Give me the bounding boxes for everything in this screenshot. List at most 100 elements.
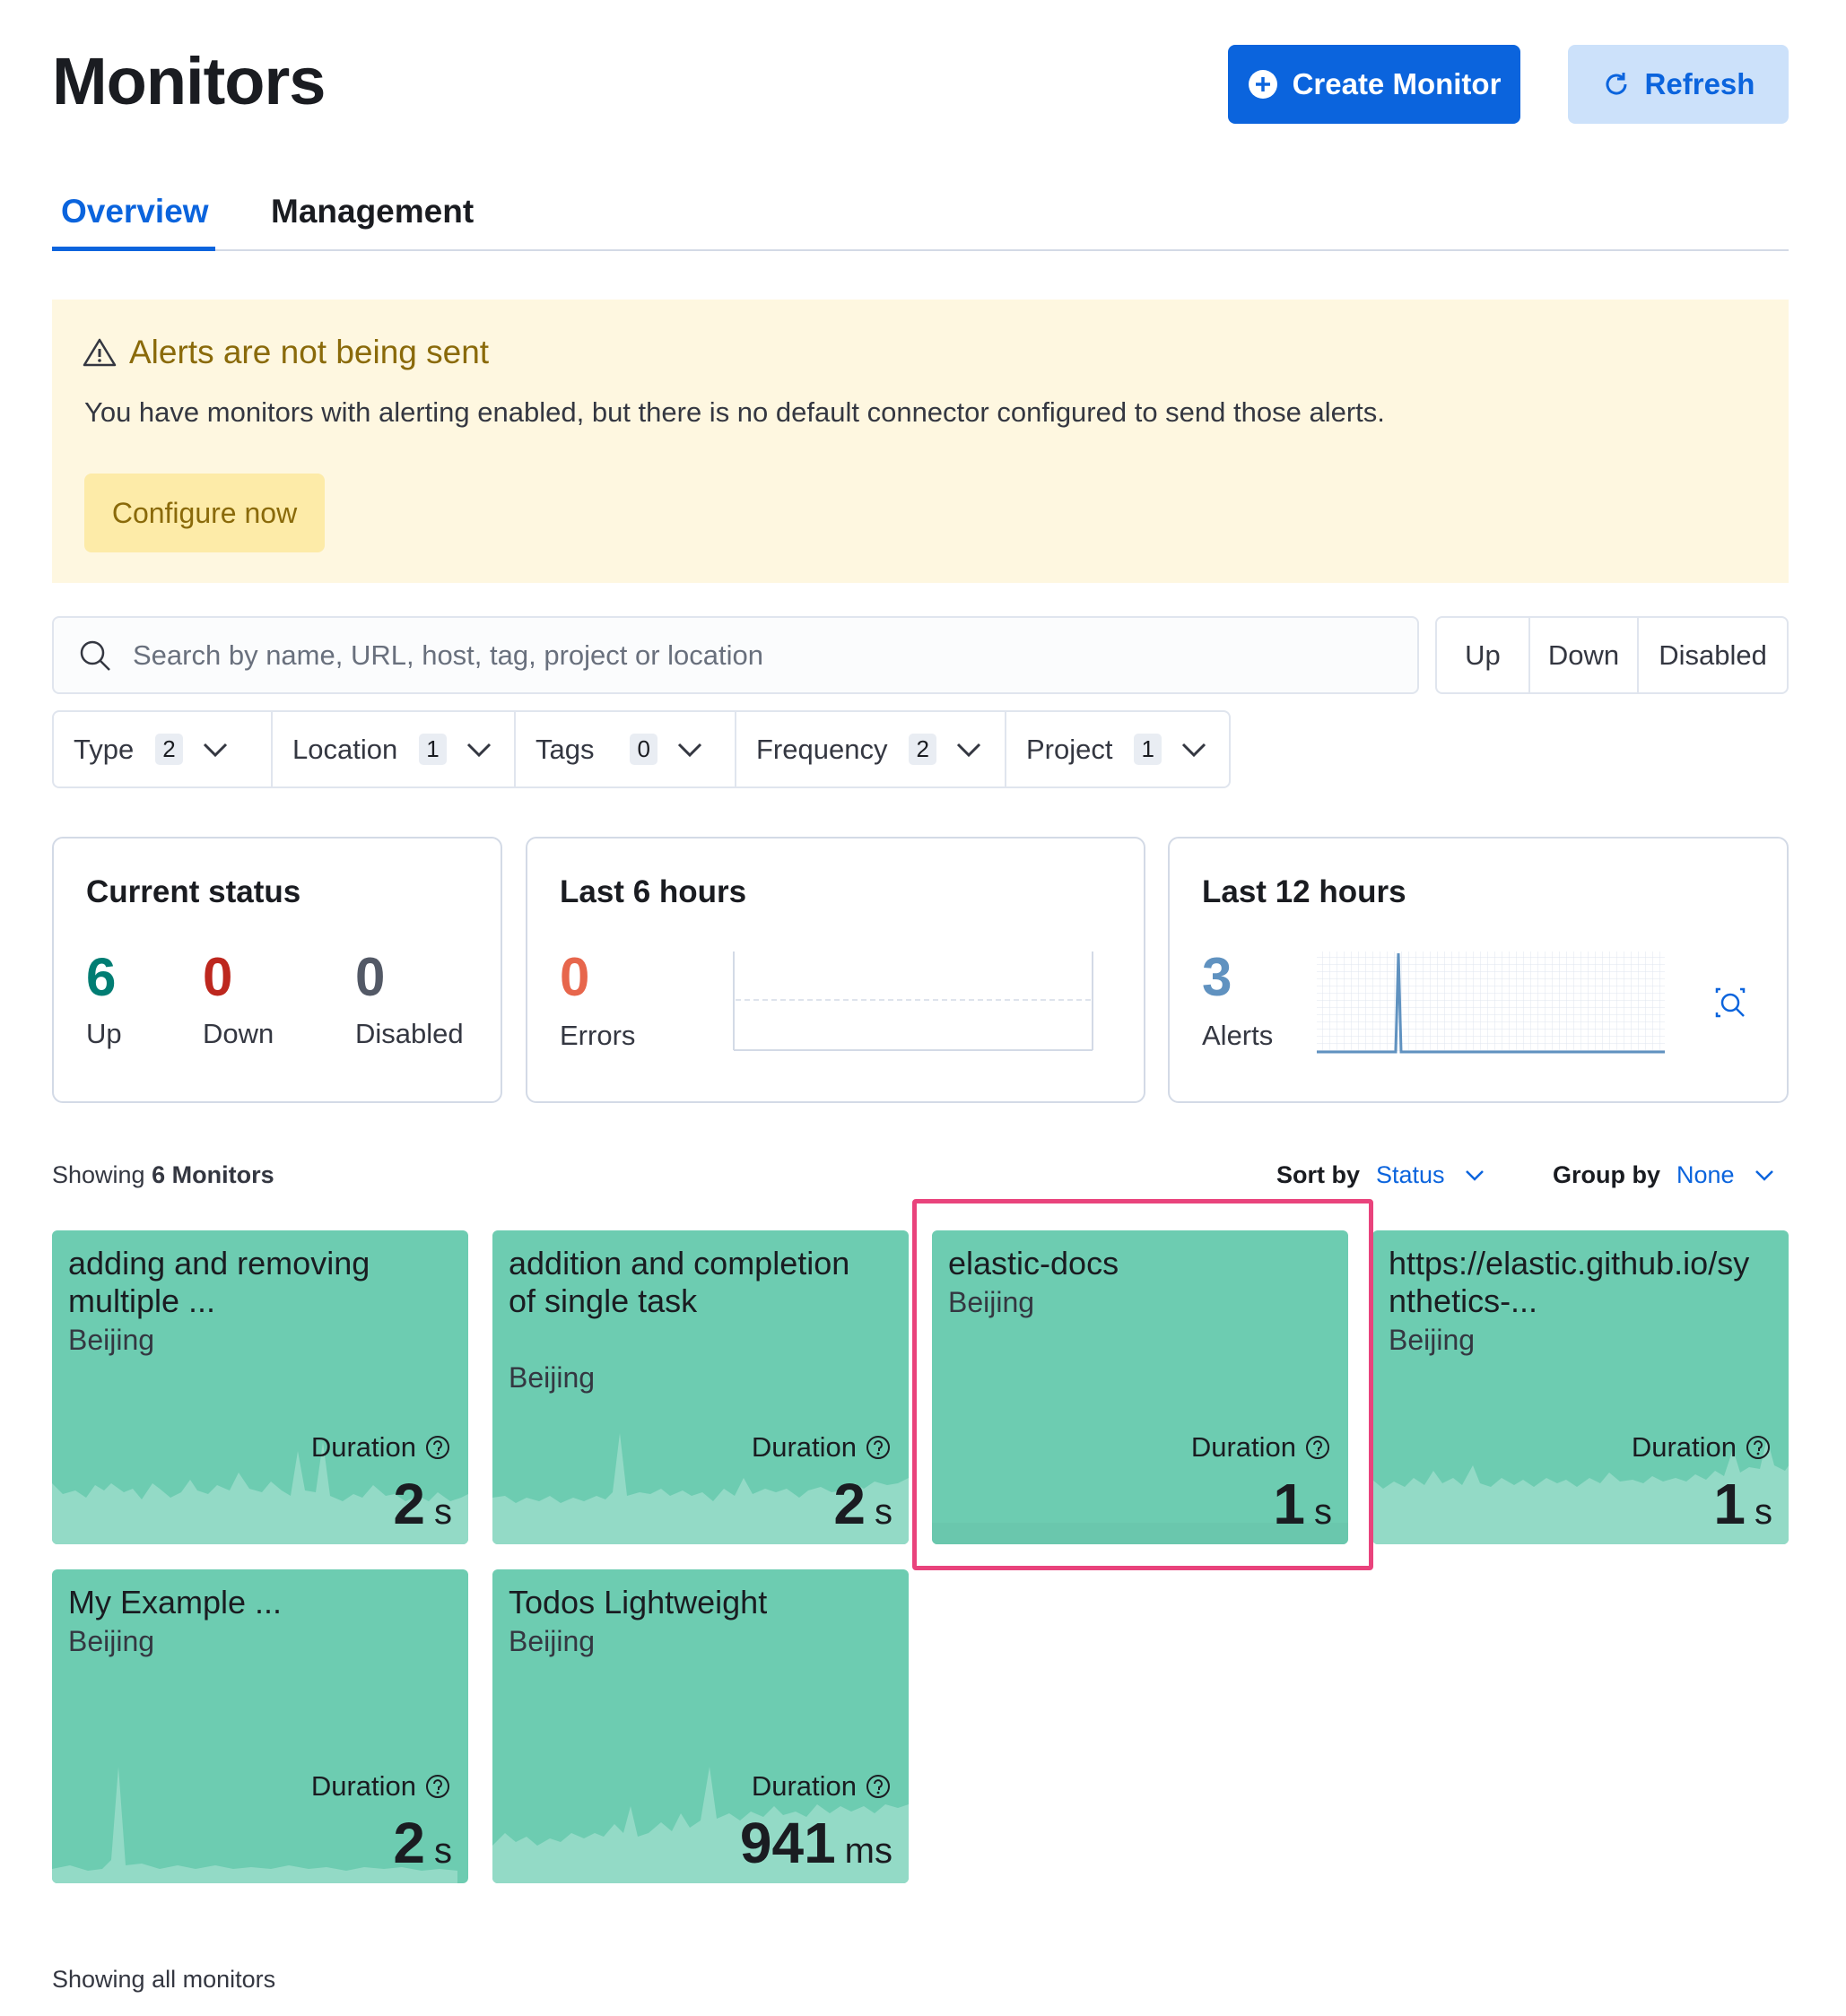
up-count: 6 xyxy=(86,947,117,1007)
duration-label: Duration xyxy=(311,1770,450,1803)
refresh-icon xyxy=(1606,73,1627,95)
monitor-location: Beijing xyxy=(1389,1324,1476,1356)
duration-number: 941 xyxy=(739,1811,836,1875)
tab-bar: Overview Management xyxy=(52,188,1789,251)
alerts-callout xyxy=(52,300,1789,583)
filter-down-button[interactable]: Down xyxy=(1530,618,1639,692)
callout-text: You have monitors with alerting enabled,… xyxy=(84,396,1385,428)
footer-text: Showing all monitors xyxy=(52,1966,276,1993)
refresh-label: Refresh xyxy=(1644,67,1755,100)
filter-project-label: Project xyxy=(1026,733,1113,765)
duration-unit: s xyxy=(434,1831,452,1871)
filter-bar: Type 2 Location 1 Tags 0 Frequency 2 Pro… xyxy=(52,710,1231,788)
question-circle-icon[interactable] xyxy=(425,1435,450,1460)
search-icon xyxy=(80,640,110,671)
page-title: Monitors xyxy=(52,44,326,118)
monitor-name: Todos Lightweight xyxy=(509,1584,768,1621)
search-input[interactable] xyxy=(133,639,1389,672)
filter-type-label: Type xyxy=(74,733,135,765)
monitor-location: Beijing xyxy=(948,1286,1035,1318)
showing-count: Showing 6 Monitors xyxy=(52,1161,274,1189)
filter-project-count: 1 xyxy=(1134,734,1162,765)
filter-up-button[interactable]: Up xyxy=(1437,618,1530,692)
question-circle-icon[interactable] xyxy=(866,1435,891,1460)
chevron-down-icon xyxy=(956,743,980,757)
alerts-count: 3 xyxy=(1202,947,1232,1007)
filter-disabled-button[interactable]: Disabled xyxy=(1659,639,1767,671)
create-monitor-label: Create Monitor xyxy=(1292,67,1502,100)
filter-tags[interactable]: Tags 0 xyxy=(516,712,736,786)
chevron-down-icon xyxy=(677,743,702,757)
group-by-value: None xyxy=(1676,1161,1735,1188)
monitor-card[interactable]: Todos Lightweight Beijing Duration 941 ms xyxy=(492,1569,909,1883)
duration-unit: s xyxy=(434,1492,452,1532)
last-12-hours-title: Last 12 hours xyxy=(1202,874,1406,909)
monitor-location: Beijing xyxy=(509,1361,596,1394)
question-circle-icon[interactable] xyxy=(866,1774,891,1799)
monitor-card[interactable]: adding and removing multiple ... Beijing… xyxy=(52,1230,468,1544)
duration-number: 2 xyxy=(833,1472,866,1536)
duration-label: Duration xyxy=(1191,1431,1330,1464)
duration-sparkline xyxy=(1372,1438,1789,1544)
chevron-down-icon xyxy=(1465,1169,1484,1181)
filter-frequency[interactable]: Frequency 2 xyxy=(736,712,1006,786)
duration-sparkline xyxy=(492,1767,909,1883)
highlight-box xyxy=(912,1199,1373,1570)
sort-by-label: Sort by xyxy=(1276,1161,1361,1188)
current-status-title: Current status xyxy=(86,874,301,909)
duration-text: Duration xyxy=(310,1770,416,1802)
tab-overview[interactable]: Overview xyxy=(52,188,215,251)
create-monitor-button[interactable]: Create Monitor xyxy=(1228,45,1520,124)
up-label: Up xyxy=(86,1018,122,1049)
filter-type[interactable]: Type 2 xyxy=(54,712,273,786)
duration-unit: ms xyxy=(844,1831,893,1871)
sort-by-control[interactable]: Sort by Status xyxy=(1276,1161,1485,1189)
duration-label: Duration xyxy=(752,1770,891,1803)
question-circle-icon[interactable] xyxy=(1305,1435,1330,1460)
callout-title: Alerts are not being sent xyxy=(83,334,489,371)
filter-project[interactable]: Project 1 xyxy=(1006,712,1229,786)
duration-sparkline xyxy=(492,1433,909,1544)
filter-tags-label: Tags xyxy=(536,733,595,765)
monitor-card[interactable]: addition and completion of single task B… xyxy=(492,1230,909,1544)
duration-number: 1 xyxy=(1273,1472,1305,1536)
duration-sparkline xyxy=(52,1442,468,1544)
callout-title-text: Alerts are not being sent xyxy=(129,334,490,370)
alerts-sparkline xyxy=(1317,952,1665,1054)
down-count: 0 xyxy=(203,947,233,1007)
chevron-down-icon xyxy=(1181,743,1206,757)
duration-label: Duration xyxy=(1632,1431,1771,1464)
question-circle-icon[interactable] xyxy=(425,1774,450,1799)
question-circle-icon[interactable] xyxy=(1746,1435,1771,1460)
last-6-hours-title: Last 6 hours xyxy=(560,874,747,909)
inspect-icon[interactable] xyxy=(1713,986,1747,1020)
duration-text: Duration xyxy=(751,1770,857,1802)
monitor-card[interactable]: https://elastic.github.io/synthetics-...… xyxy=(1372,1230,1789,1544)
monitor-location: Beijing xyxy=(509,1625,596,1657)
group-by-control[interactable]: Group by None xyxy=(1553,1161,1774,1189)
duration-unit: s xyxy=(1314,1492,1332,1532)
monitor-name: My Example ... xyxy=(68,1584,283,1621)
refresh-button[interactable]: Refresh xyxy=(1568,45,1789,124)
errors-label: Errors xyxy=(560,1020,636,1051)
tab-management[interactable]: Management xyxy=(271,193,475,230)
monitor-name: adding and removing multiple ... xyxy=(68,1245,370,1319)
showing-count-value: 6 Monitors xyxy=(152,1161,274,1188)
duration-label: Duration xyxy=(311,1431,450,1464)
chevron-down-icon xyxy=(466,743,491,757)
filter-type-count: 2 xyxy=(155,734,183,765)
errors-count: 0 xyxy=(560,947,590,1007)
configure-now-button[interactable]: Configure now xyxy=(84,474,325,552)
filter-location[interactable]: Location 1 xyxy=(273,712,516,786)
chevron-down-icon xyxy=(203,743,227,757)
filter-frequency-label: Frequency xyxy=(756,733,888,765)
sort-by-value: Status xyxy=(1376,1161,1445,1188)
search-field[interactable] xyxy=(52,616,1419,694)
last-6-hours-panel: Last 6 hours 0 Errors xyxy=(526,837,1145,1103)
